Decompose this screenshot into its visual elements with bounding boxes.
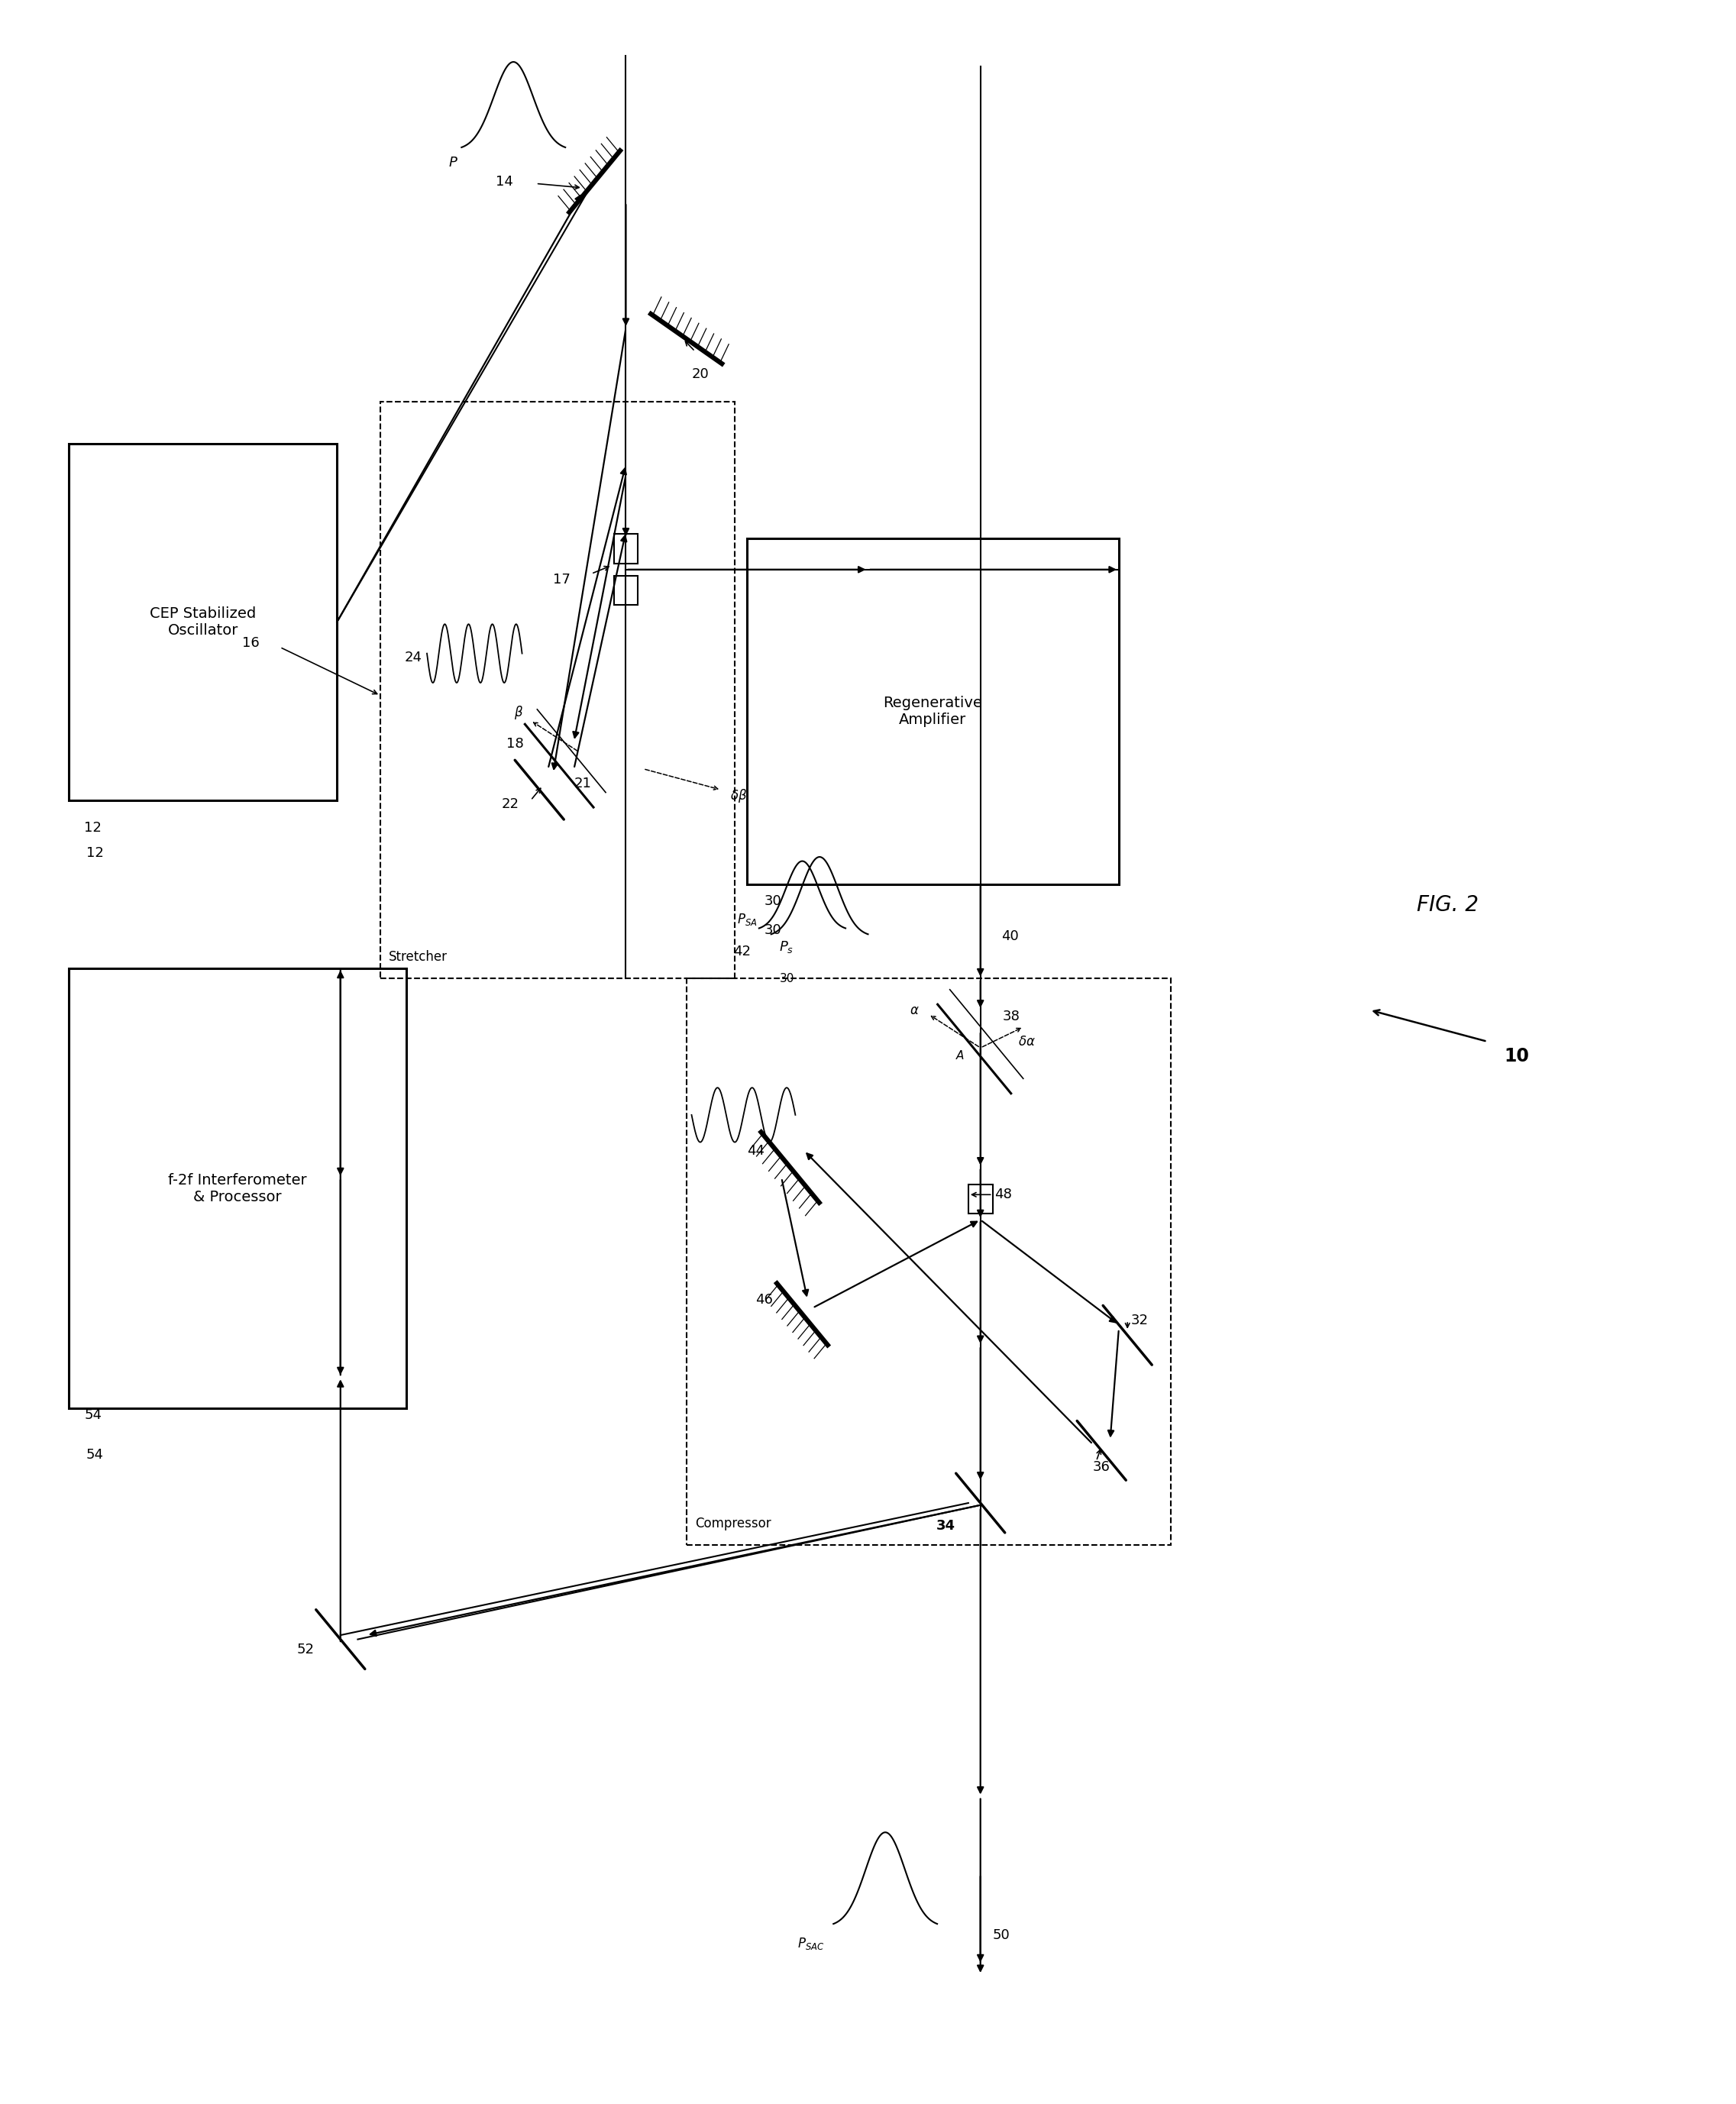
Bar	[615, 534, 637, 564]
Text: 44: 44	[746, 1145, 764, 1157]
Text: 38: 38	[1003, 1010, 1021, 1023]
Text: P: P	[448, 156, 457, 170]
Text: CEP Stabilized
Oscillator: CEP Stabilized Oscillator	[149, 606, 257, 638]
Text: 30: 30	[764, 924, 781, 936]
Text: $\alpha$: $\alpha$	[910, 1004, 920, 1016]
Text: $\delta\alpha$: $\delta\alpha$	[1019, 1035, 1036, 1048]
Text: 42: 42	[733, 945, 750, 957]
Bar	[686, 978, 1170, 1544]
Text: 14: 14	[496, 175, 514, 189]
Text: 30: 30	[779, 972, 793, 985]
Text: $\delta\beta$: $\delta\beta$	[729, 787, 746, 804]
Text: 46: 46	[755, 1292, 773, 1307]
Text: 30: 30	[764, 894, 781, 907]
Text: 54: 54	[87, 1448, 104, 1462]
Text: $\beta$: $\beta$	[514, 703, 523, 720]
Text: 18: 18	[507, 736, 524, 751]
Text: Compressor: Compressor	[694, 1517, 771, 1530]
Text: 48: 48	[995, 1189, 1012, 1201]
Text: A: A	[957, 1050, 963, 1063]
Text: Stretcher: Stretcher	[389, 951, 448, 964]
Text: $P_s$: $P_s$	[779, 940, 793, 955]
Bar	[969, 1185, 993, 1214]
Text: 10: 10	[1503, 1048, 1529, 1065]
Text: 21: 21	[575, 776, 592, 791]
Text: $P_{SAC}$: $P_{SAC}$	[797, 1936, 825, 1950]
Text: 34: 34	[936, 1519, 955, 1534]
Text: 20: 20	[691, 368, 708, 381]
Text: 22: 22	[502, 797, 519, 812]
Text: 52: 52	[297, 1643, 314, 1656]
Text: 12: 12	[85, 821, 102, 835]
Bar	[615, 576, 637, 606]
Text: f-2f Interferometer
& Processor: f-2f Interferometer & Processor	[168, 1172, 307, 1203]
Text: 24: 24	[404, 650, 422, 665]
Text: FIG. 2: FIG. 2	[1417, 894, 1479, 915]
Bar	[69, 968, 406, 1408]
Text: $P_{SA}$: $P_{SA}$	[736, 913, 757, 928]
Text: 32: 32	[1130, 1313, 1147, 1328]
Text: 50: 50	[993, 1927, 1010, 1942]
Bar	[380, 402, 734, 978]
Text: 54: 54	[85, 1408, 102, 1422]
Bar	[746, 539, 1118, 884]
Text: Regenerative
Amplifier: Regenerative Amplifier	[884, 696, 983, 726]
Text: 40: 40	[1002, 930, 1019, 943]
Text: 16: 16	[241, 635, 259, 650]
Text: 36: 36	[1092, 1460, 1111, 1475]
Text: 12: 12	[87, 846, 104, 861]
Bar	[69, 444, 337, 800]
Text: 17: 17	[554, 572, 571, 587]
